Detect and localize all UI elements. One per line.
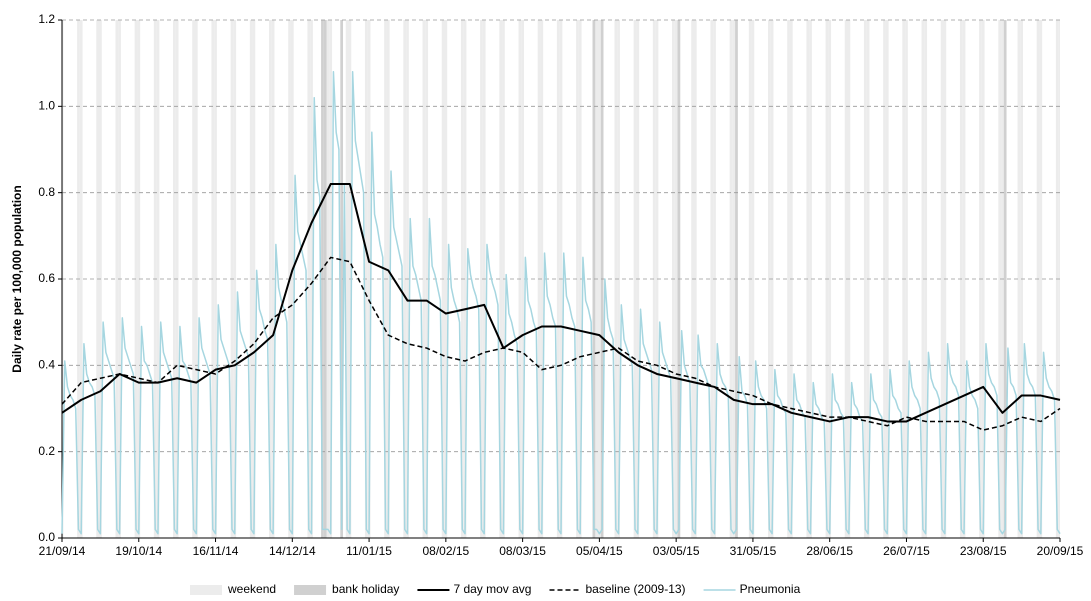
legend-label: weekend: [227, 582, 276, 596]
y-tick-label: 0.6: [38, 271, 55, 285]
x-tick-label: 20/09/15: [1037, 544, 1084, 558]
shade-band: [192, 20, 195, 538]
x-tick-label: 08/03/15: [499, 544, 546, 558]
shade-band: [214, 20, 217, 538]
y-tick-label: 1.0: [38, 99, 55, 113]
x-tick-label: 05/04/15: [576, 544, 623, 558]
shade-band: [233, 20, 237, 538]
shade-band: [921, 20, 925, 538]
x-tick-label: 16/11/14: [193, 544, 239, 558]
x-tick-label: 03/05/15: [653, 544, 700, 558]
shade-band: [1003, 20, 1007, 538]
shade-band: [115, 20, 119, 538]
legend-label: baseline (2009-13): [585, 582, 685, 596]
shade-band: [674, 20, 678, 538]
x-tick-label: 21/09/14: [39, 544, 86, 558]
shade-band: [134, 20, 138, 538]
x-tick-label: 26/07/15: [883, 544, 930, 558]
shade-band: [463, 20, 467, 538]
shade-band: [1017, 20, 1021, 538]
shade-band: [345, 20, 349, 538]
shade-band: [828, 20, 832, 538]
legend-label: bank holiday: [332, 582, 399, 596]
series-line: [61, 71, 1061, 535]
shade-band: [863, 20, 867, 538]
x-tick-label: 14/12/14: [269, 544, 316, 558]
shade-band: [598, 20, 601, 538]
shade-band: [340, 20, 344, 538]
shade-band: [326, 20, 330, 538]
x-tick-label: 19/10/14: [115, 544, 162, 558]
shade-band: [981, 20, 985, 538]
shade-band: [137, 20, 141, 538]
shade-band: [633, 20, 637, 538]
shade-band: [710, 20, 714, 538]
shade-band: [905, 20, 908, 538]
y-tick-label: 0.8: [38, 185, 55, 199]
shade-band: [962, 20, 966, 538]
shade-band: [732, 20, 736, 538]
y-tick-label: 0.2: [38, 444, 55, 458]
y-tick-label: 0.0: [38, 530, 55, 544]
shade-band: [422, 20, 426, 538]
y-tick-label: 0.4: [38, 358, 55, 372]
shade-band: [367, 20, 371, 538]
shade-band: [576, 20, 579, 538]
shade-band: [521, 20, 524, 538]
legend-label: Pneumonia: [740, 582, 801, 596]
shade-band: [269, 20, 272, 538]
x-tick-label: 28/06/15: [806, 544, 853, 558]
shade-band: [787, 20, 790, 538]
shade-band: [499, 20, 503, 538]
y-tick-label: 1.2: [38, 12, 55, 26]
shade-band: [940, 20, 944, 538]
shade-band: [885, 20, 889, 538]
shade-band: [652, 20, 656, 538]
x-tick-label: 08/02/15: [422, 544, 469, 558]
x-tick-label: 31/05/15: [730, 544, 777, 558]
shade-band: [809, 20, 812, 538]
shade-band: [403, 20, 407, 538]
shade-band: [79, 20, 83, 538]
x-tick-label: 11/01/15: [346, 544, 392, 558]
shade-band: [480, 20, 483, 538]
shade-band: [310, 20, 313, 538]
legend-label: 7 day mov avg: [453, 582, 531, 596]
shade-band: [386, 20, 390, 538]
shade-band: [1039, 20, 1043, 538]
shade-band: [556, 20, 560, 538]
shade-band: [998, 20, 1002, 538]
shade-band: [290, 20, 294, 538]
legend-swatch: [190, 585, 222, 595]
shade-band: [655, 20, 659, 538]
shade-band: [751, 20, 755, 538]
y-axis-label: Daily rate per 100,000 population: [10, 185, 24, 372]
legend-swatch: [294, 585, 327, 595]
shade-band: [323, 20, 327, 538]
shade-band: [592, 20, 596, 538]
x-tick-label: 23/08/15: [960, 544, 1007, 558]
series-line: [61, 256, 1061, 431]
series-line: [61, 183, 1061, 423]
shade-band: [156, 20, 160, 538]
shade-band: [444, 20, 448, 538]
